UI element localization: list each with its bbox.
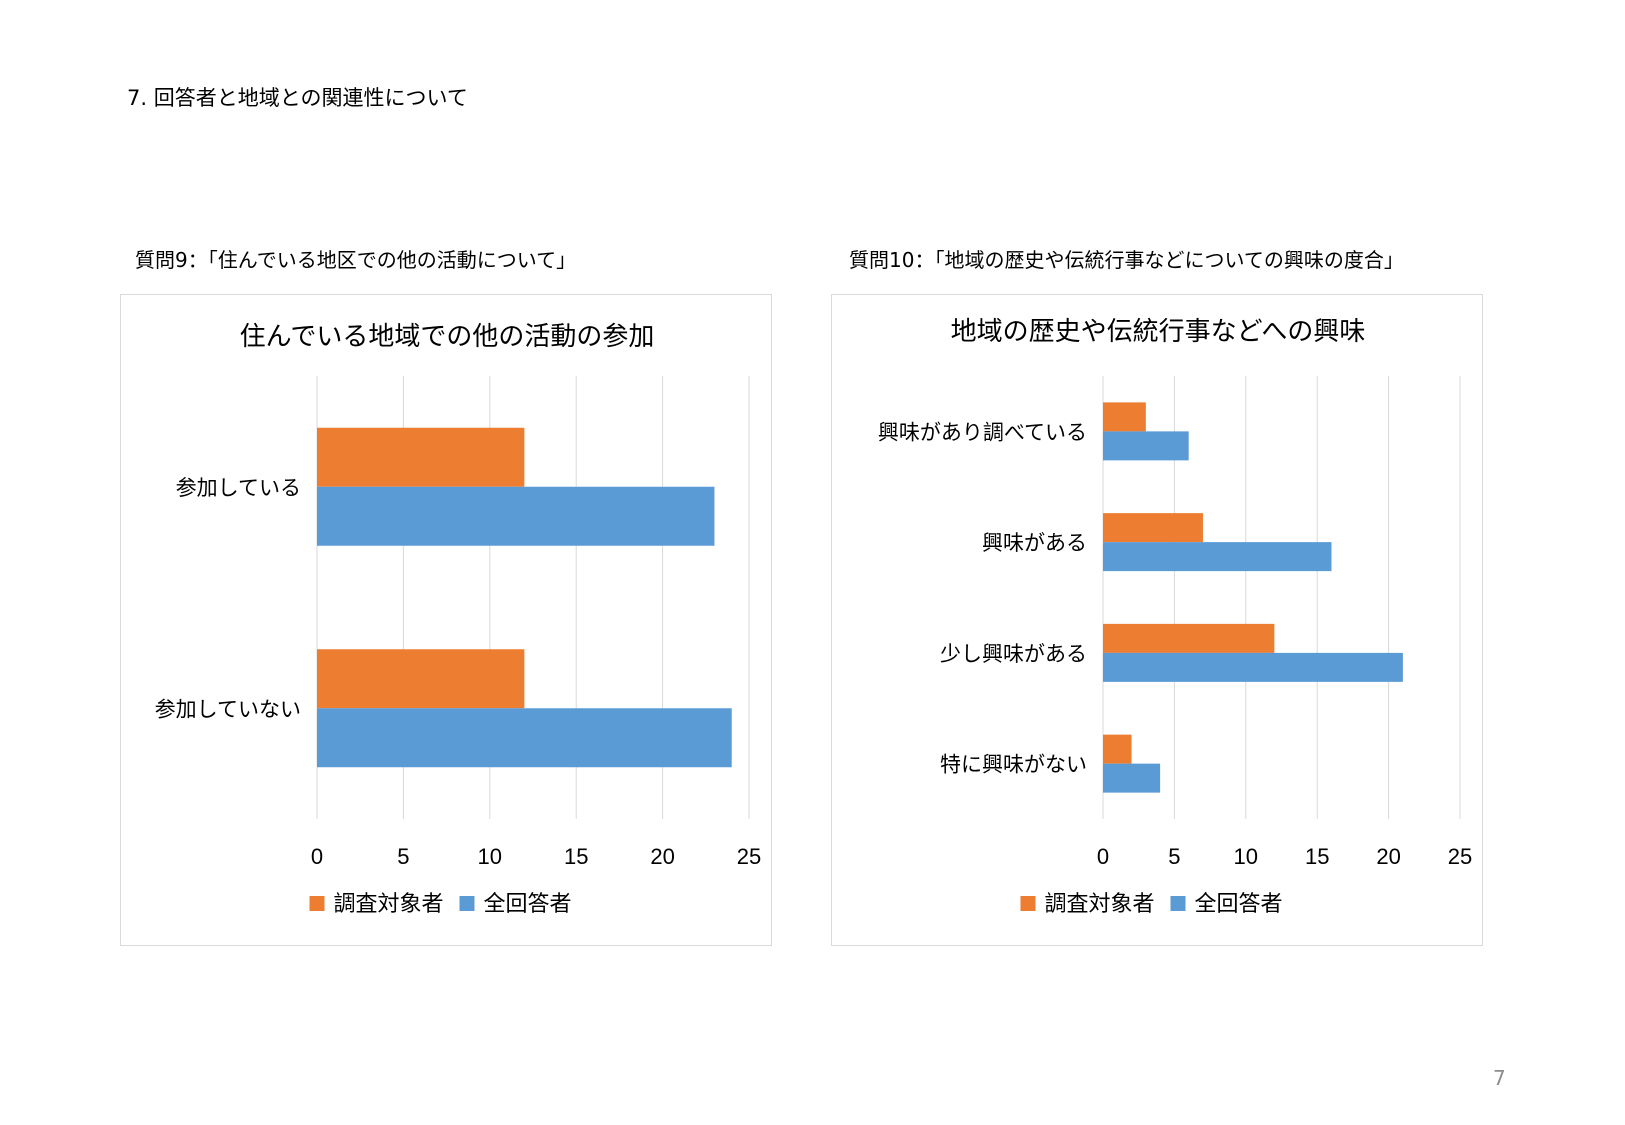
category-label: 参加している bbox=[176, 476, 301, 500]
category-label: 興味がある bbox=[982, 531, 1087, 555]
x-tick-label: 15 bbox=[564, 844, 588, 869]
category-label: 少し興味がある bbox=[940, 642, 1087, 666]
legend-label: 調査対象者 bbox=[334, 892, 444, 917]
x-tick-label: 5 bbox=[397, 844, 409, 869]
x-tick-label: 10 bbox=[1234, 844, 1258, 869]
x-tick-label: 25 bbox=[737, 844, 761, 869]
chart-title: 地域の歴史や伝統行事などへの興味 bbox=[951, 317, 1366, 347]
chart-activity-participation: 住んでいる地域での他の活動の参加 0 5 10 15 20 25 参加している参加していない調… bbox=[120, 294, 772, 946]
x-tick-label: 20 bbox=[650, 844, 674, 869]
bar-survey-subjects bbox=[1103, 623, 1275, 653]
legend-swatch bbox=[459, 896, 475, 911]
chart-title: 住んでいる地域での他の活動の参加 bbox=[240, 322, 655, 352]
bar-survey-subjects bbox=[1103, 734, 1132, 764]
chart-history-interest: 地域の歴史や伝統行事などへの興味 0 5 10 15 20 25 興味があり調べている興味があ… bbox=[831, 294, 1483, 946]
legend-swatch bbox=[1170, 896, 1186, 911]
x-tick-label: 10 bbox=[478, 844, 502, 869]
category-label: 興味があり調べている bbox=[878, 420, 1087, 444]
bar-all-respondents bbox=[317, 708, 732, 768]
bar-survey-subjects bbox=[317, 649, 525, 709]
legend-swatch bbox=[309, 896, 325, 911]
page-number: 7 bbox=[1493, 1066, 1506, 1090]
category-label: 参加していない bbox=[155, 697, 301, 721]
section-heading: 7. 回答者と地域との関連性について bbox=[127, 86, 468, 110]
x-tick-label: 0 bbox=[311, 844, 323, 869]
bar-survey-subjects bbox=[1103, 513, 1203, 543]
bar-all-respondents bbox=[1103, 652, 1403, 682]
chart-svg: 住んでいる地域での他の活動の参加 0 5 10 15 20 25 参加している参加していない調… bbox=[155, 322, 762, 917]
legend-label: 全回答者 bbox=[1195, 892, 1283, 917]
x-tick-label: 15 bbox=[1305, 844, 1329, 869]
bar-survey-subjects bbox=[317, 427, 525, 487]
bar-survey-subjects bbox=[1103, 402, 1146, 432]
question-10-caption: 質問10：「地域の歴史や伝統行事などについての興味の度合」 bbox=[849, 248, 1404, 272]
bar-all-respondents bbox=[1103, 542, 1332, 572]
chart-svg: 地域の歴史や伝統行事などへの興味 0 5 10 15 20 25 興味があり調べている興味があ… bbox=[878, 317, 1472, 917]
bar-all-respondents bbox=[1103, 431, 1189, 461]
question-9-caption: 質問9：「住んでいる地区での他の活動について」 bbox=[135, 248, 577, 272]
legend-label: 全回答者 bbox=[484, 892, 572, 917]
x-tick-label: 5 bbox=[1168, 844, 1180, 869]
category-label: 特に興味がない bbox=[940, 753, 1087, 777]
x-tick-label: 0 bbox=[1097, 844, 1109, 869]
x-tick-label: 25 bbox=[1448, 844, 1472, 869]
x-tick-label: 20 bbox=[1376, 844, 1400, 869]
bar-all-respondents bbox=[317, 486, 715, 546]
legend-swatch bbox=[1020, 896, 1036, 911]
legend-label: 調査対象者 bbox=[1045, 892, 1155, 917]
bar-all-respondents bbox=[1103, 763, 1161, 793]
